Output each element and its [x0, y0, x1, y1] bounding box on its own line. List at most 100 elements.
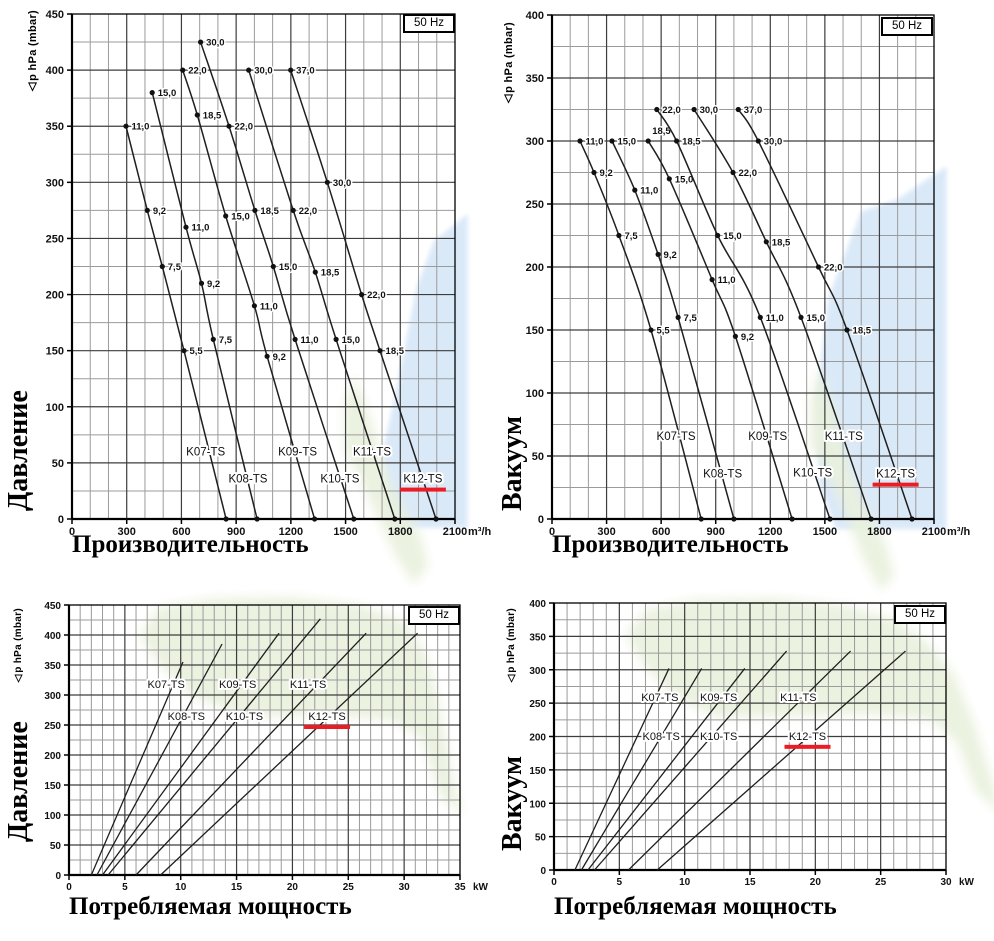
- k12-red-underline: [304, 725, 351, 729]
- y-tick-label: 100: [44, 811, 61, 822]
- curve-dot: [251, 303, 257, 309]
- y-tick-label: 100: [526, 388, 544, 400]
- curve-dot: [290, 207, 296, 213]
- y-tick-label: 250: [529, 699, 546, 710]
- series-label-K10-TS: K10-TS: [226, 711, 263, 723]
- x-tick-label: 25: [343, 882, 355, 893]
- x-tick-label: 10: [679, 877, 691, 888]
- curve-dot: [591, 169, 597, 176]
- x-tick-label: 2100: [922, 526, 946, 538]
- region-green_region: [139, 596, 464, 817]
- power-label: 22,0: [367, 290, 386, 301]
- power-label: 15,0: [618, 137, 637, 148]
- x-tick-label: 20: [287, 882, 299, 893]
- chart-pressure-vs-power: 0 5 10 15 20 25 30 35 0 50 100 150 200 250 300 350 400 45…: [0, 590, 497, 941]
- curve-K09-TS: [101, 632, 280, 876]
- power-label: 15,0: [158, 88, 177, 99]
- curve-dot: [648, 327, 654, 333]
- x-tick-label: 25: [875, 877, 887, 888]
- curve-dot: [198, 39, 204, 45]
- y-tick-label: 200: [44, 751, 61, 762]
- pressure-power-plot: 0 5 10 15 20 25 30 3505010015020025030035040045…: [44, 596, 489, 893]
- y-tick-label: 450: [46, 9, 64, 21]
- k12-red-underline: [872, 482, 919, 487]
- curve-dot: [377, 348, 383, 354]
- curve-dot: [180, 67, 186, 73]
- power-label: 30,0: [764, 137, 783, 148]
- x-tick-label: 0: [69, 526, 75, 538]
- curve-dot: [254, 516, 260, 522]
- series-label-K11-TS: K11-TS: [780, 692, 816, 704]
- curve-dot: [632, 187, 638, 193]
- power-label: 22,0: [738, 168, 757, 179]
- power-label: 15,0: [279, 262, 298, 273]
- x-tick-label: 900: [227, 526, 245, 538]
- curve-dot: [392, 516, 398, 522]
- series-label-K08-TS: K08-TS: [642, 731, 679, 743]
- power-label: 18,5: [772, 237, 791, 248]
- y-tick-label: 400: [44, 631, 61, 642]
- curve-K07-TS: [579, 140, 702, 520]
- x-tick-label: 1200: [758, 526, 782, 538]
- y-tick-label: 400: [529, 599, 546, 610]
- power-label: 15,0: [342, 335, 361, 346]
- delta-p-axis-label: △p hPa (mbar): [27, 10, 39, 95]
- y-tick-label: 350: [44, 661, 61, 672]
- y-tick-label: 300: [44, 691, 61, 702]
- y-tick-label: 200: [526, 262, 544, 274]
- curve-dot: [333, 336, 339, 342]
- curve-dot: [183, 224, 189, 230]
- y-tick-label: 0: [55, 871, 61, 882]
- curve-dot: [194, 112, 200, 118]
- frequency-badge: 50 Hz: [407, 606, 460, 625]
- vacuum-flow-plot: 0 300 600 900 1200 1500 1800 2100 0 50 100 150 200 25…: [526, 10, 971, 591]
- curve-dot: [609, 138, 615, 144]
- power-label: 22,0: [235, 122, 254, 133]
- curve-dot: [798, 314, 804, 320]
- curve-dot: [264, 353, 270, 359]
- curve-dot: [691, 106, 697, 113]
- vacuum-power-plot: 0 5 10 15 20 25 30050100150200250300350400kWK0…: [529, 597, 994, 888]
- curve-K11-TS: [693, 109, 872, 520]
- curve-dot: [252, 207, 258, 213]
- series-label-K11-TS: K11-TS: [353, 447, 391, 459]
- x-axis-title-power: Потребляемая мощность: [554, 893, 837, 920]
- x-tick-label: 1500: [813, 526, 837, 538]
- curve-K07-TS: [90, 661, 184, 876]
- power-label: 5,5: [656, 326, 670, 337]
- power-label: 11,0: [586, 137, 604, 148]
- power-label: 30,0: [206, 38, 225, 49]
- power-label: 9,2: [207, 279, 220, 290]
- y-tick-label: 50: [532, 451, 544, 463]
- y-tick-label: 50: [52, 458, 64, 470]
- delta-p-axis-label: △p hPa (mbar): [503, 22, 515, 107]
- series-label-K09-TS: K09-TS: [700, 692, 737, 704]
- x-axis-title-capacity: Производительность: [552, 531, 789, 558]
- power-label: 11,0: [718, 275, 736, 286]
- curve-dot: [223, 213, 229, 219]
- series-label-K08-TS: K08-TS: [228, 474, 267, 486]
- power-label: 7,5: [168, 262, 182, 273]
- series-label-K10-TS: K10-TS: [320, 474, 359, 486]
- x-tick-label: 1200: [279, 526, 303, 538]
- y-tick-label: 200: [46, 290, 64, 302]
- x-tick-label: 600: [172, 526, 190, 538]
- x-tick-label: 10: [175, 882, 187, 893]
- curve-dot: [909, 516, 915, 522]
- power-label: 22,0: [188, 66, 207, 77]
- curve-K12-TS: [656, 650, 906, 871]
- y-tick-label: 150: [46, 346, 64, 358]
- y-tick-label: 350: [46, 121, 64, 133]
- power-label: 18,5: [203, 111, 222, 122]
- x-tick-label: 5: [122, 882, 128, 893]
- power-label: 18,5: [682, 137, 701, 148]
- curve-dot: [159, 263, 165, 270]
- y-tick-label: 400: [46, 65, 64, 77]
- x-tick-label: 900: [707, 526, 725, 538]
- curve-dot: [123, 123, 129, 129]
- curve-dot: [757, 314, 763, 320]
- x-tick-label: 0: [551, 877, 557, 888]
- curve-K07-TS: [574, 668, 670, 871]
- series-label-K07-TS: K07-TS: [641, 692, 678, 704]
